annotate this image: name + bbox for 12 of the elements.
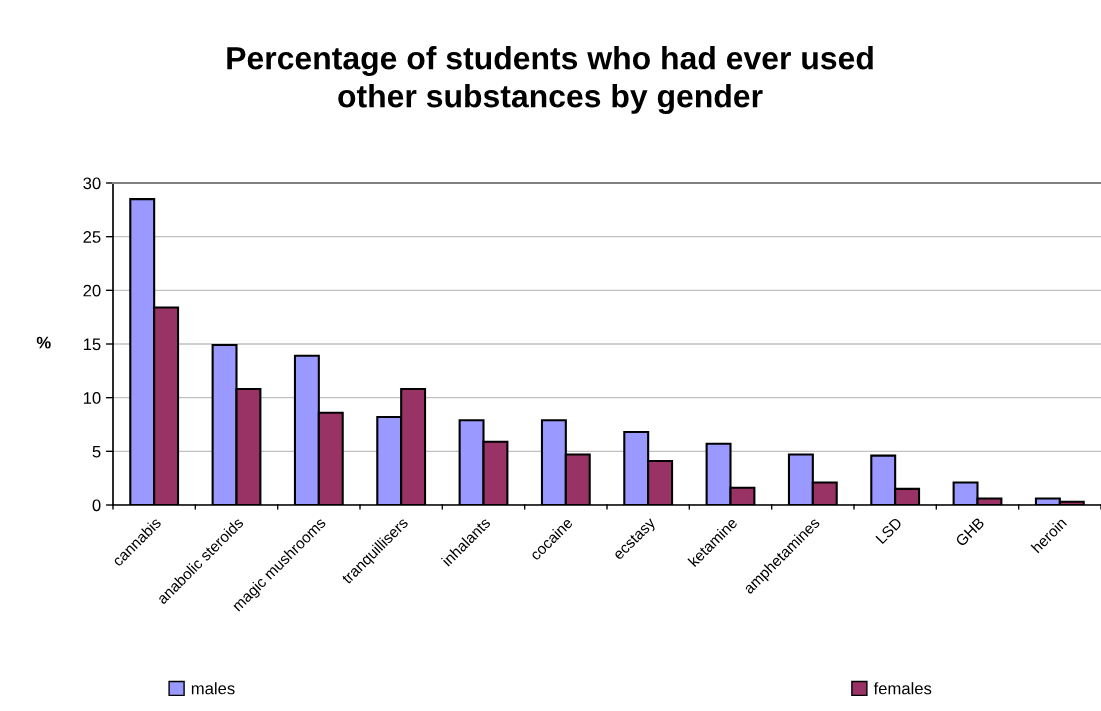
x-tick-label: LSD [875,516,903,545]
y-tick-label: 30 [83,177,101,190]
y-tick-label: 20 [83,284,101,297]
y-axis-title: % [36,336,51,349]
y-tick-label: 25 [83,231,101,243]
y-tick-label: 15 [83,338,101,351]
y-tick-label: 0 [92,499,101,512]
y-tick-label: 5 [92,445,101,458]
y-tick-label: 10 [83,392,101,404]
legend-label: females [873,682,932,695]
legend-label: males [191,682,235,695]
chart-title: Percentage of students who had ever used other substances by gender [227,46,873,114]
